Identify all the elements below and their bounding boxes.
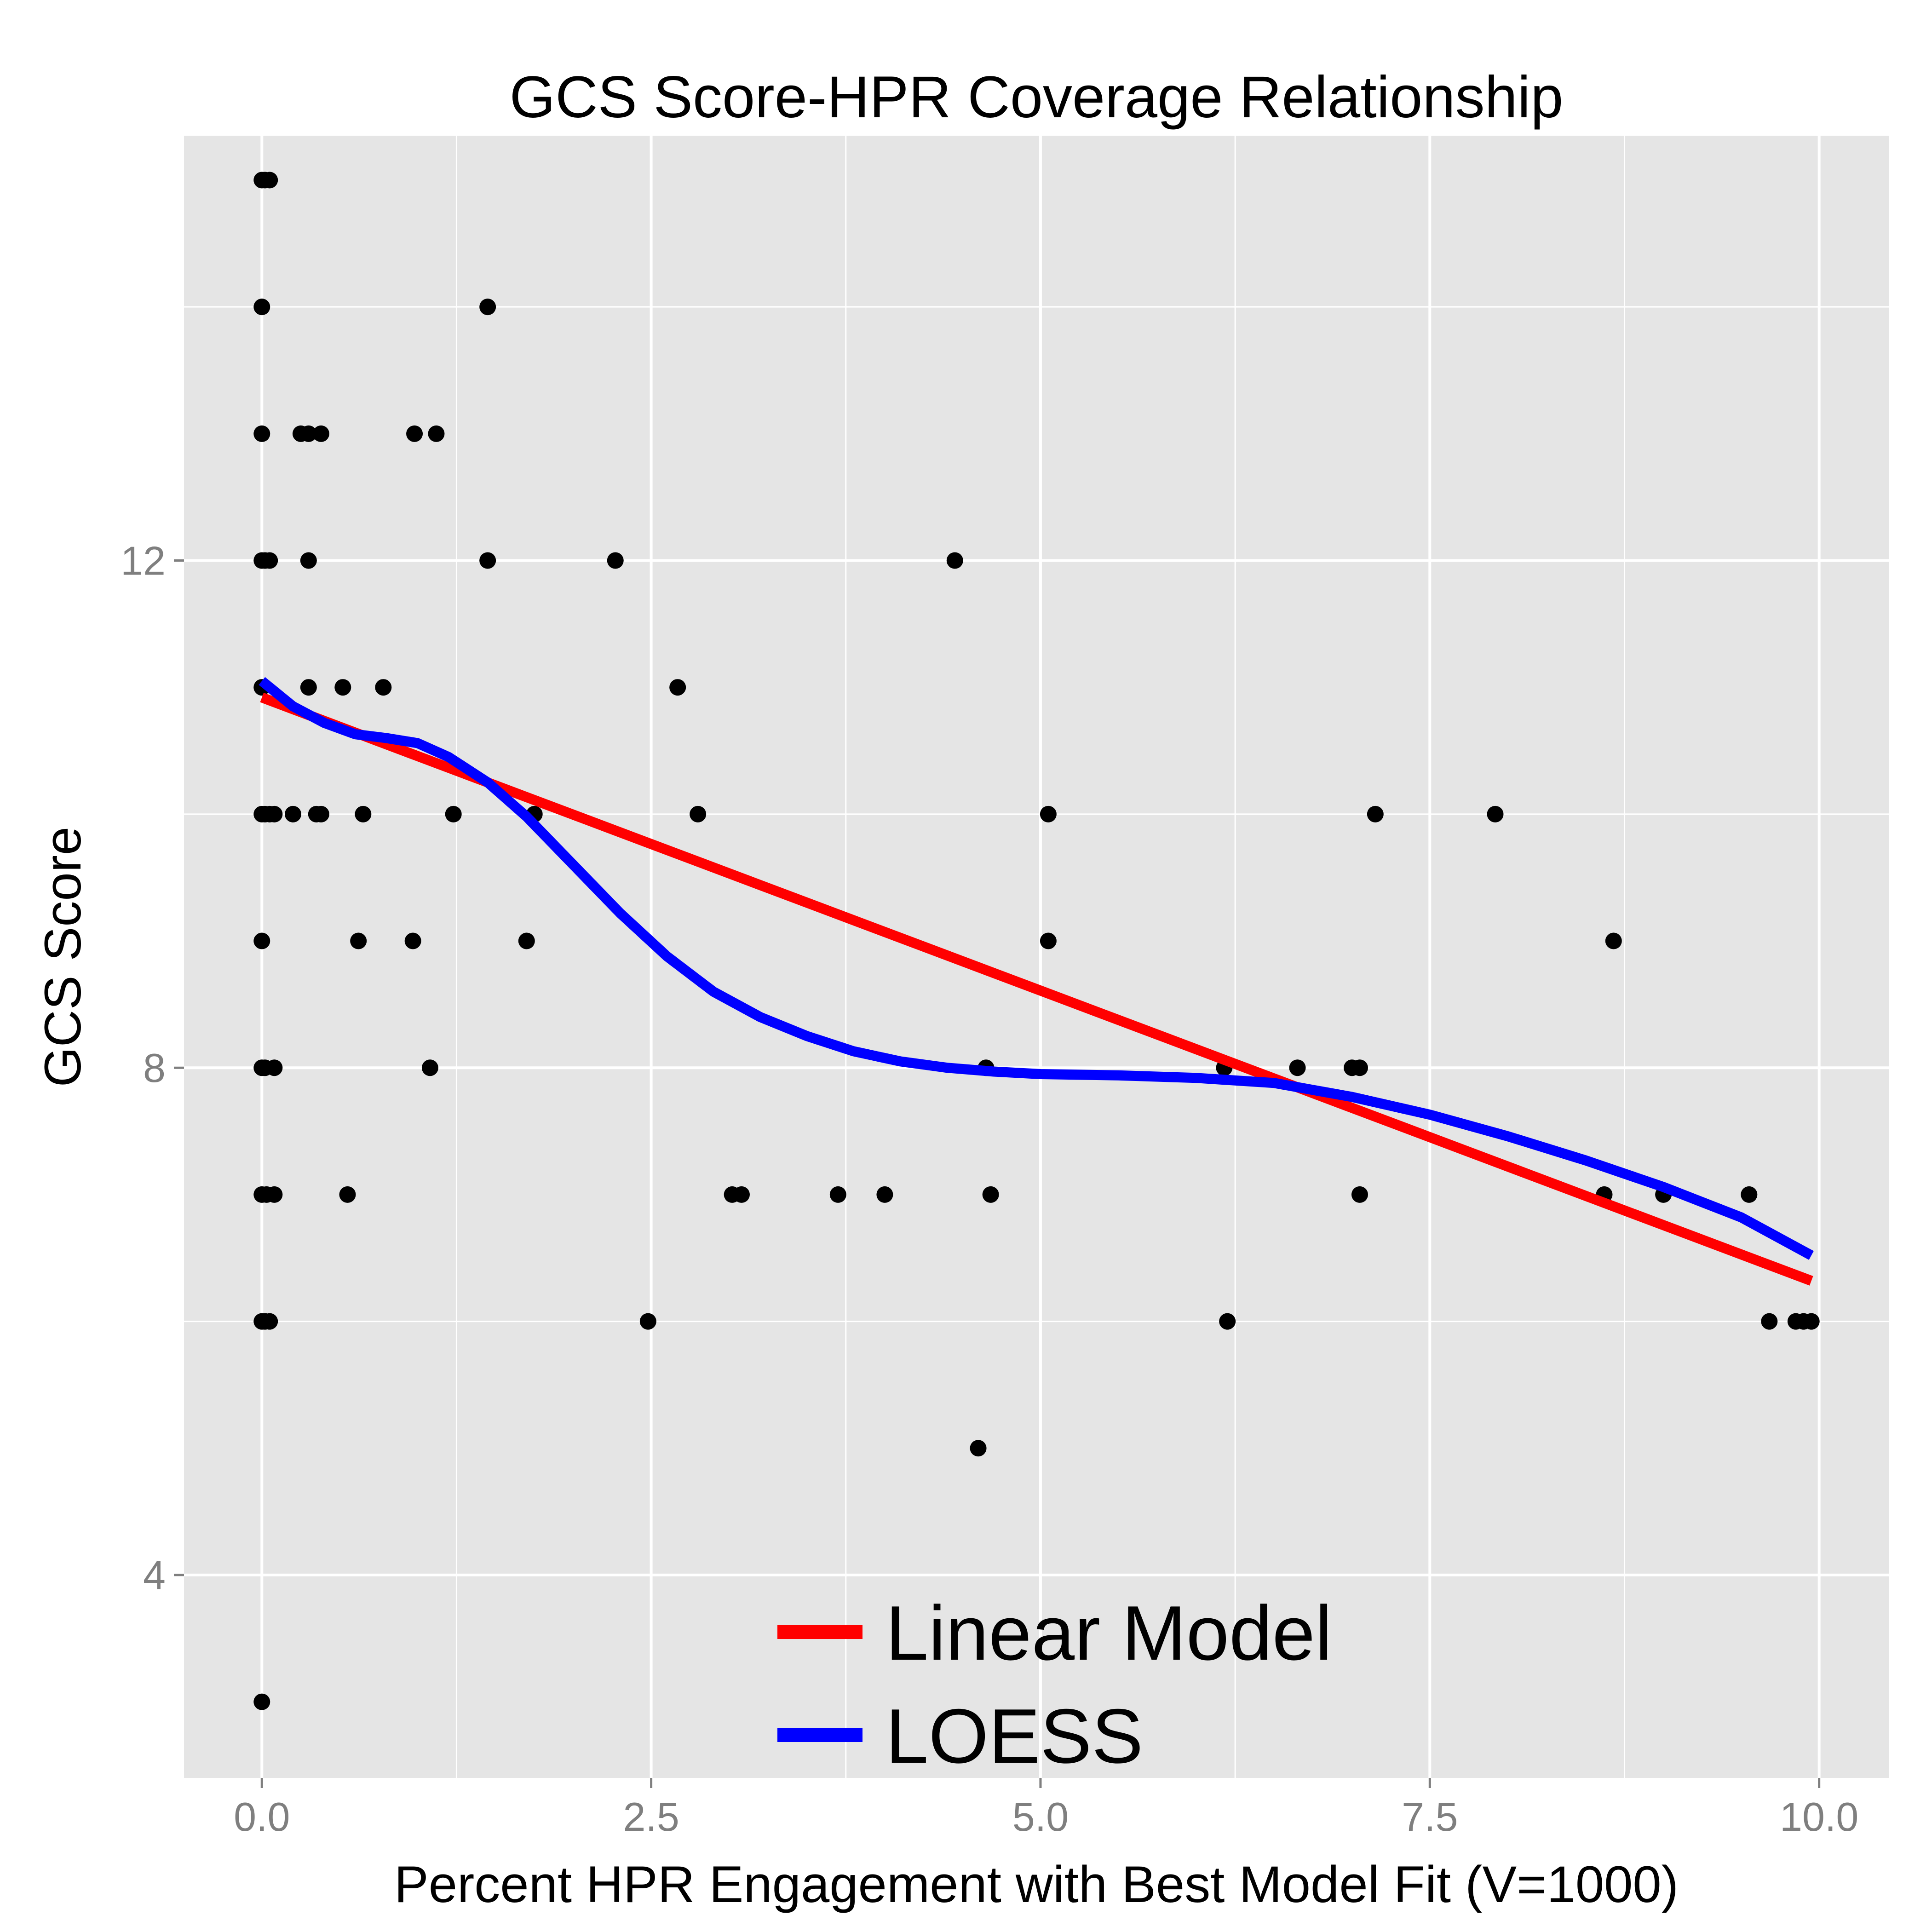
x-axis-title: Percent HPR Engagement with Best Model F… [394, 1856, 1679, 1913]
data-point [669, 679, 686, 696]
data-point [428, 425, 445, 442]
axes: 0.0 2.5 5.0 7.5 10.0 4 8 12 [121, 538, 1858, 1840]
data-point [266, 805, 283, 822]
data-point [1040, 805, 1057, 822]
data-point [253, 299, 270, 316]
data-point [266, 1059, 283, 1076]
data-point [253, 932, 270, 949]
data-point [1487, 805, 1504, 822]
chart-title: GCS Score-HPR Coverage Relationship [510, 64, 1564, 130]
data-point [445, 805, 462, 822]
data-point [479, 299, 496, 316]
data-point [355, 805, 372, 822]
data-point [261, 172, 278, 189]
data-point [982, 1186, 999, 1203]
data-point [1040, 932, 1057, 949]
legend-label-loess: LOESS [886, 1693, 1143, 1779]
x-tick-label: 0.0 [234, 1794, 290, 1840]
data-point [607, 552, 624, 569]
data-point [334, 679, 351, 696]
series-line-linear-model [260, 692, 1813, 1286]
series-line-loess [259, 677, 1814, 1260]
data-point [404, 932, 421, 949]
data-point [1741, 1186, 1758, 1203]
data-point [829, 1186, 846, 1203]
data-point [253, 1693, 270, 1710]
data-point [261, 552, 278, 569]
y-axis-title: GCS Score [34, 827, 92, 1087]
data-point [421, 1059, 438, 1076]
data-point [518, 932, 535, 949]
data-point [1367, 805, 1384, 822]
data-point [946, 552, 963, 569]
data-point [339, 1186, 356, 1203]
data-point [350, 932, 367, 949]
legend: Linear Model LOESS [777, 1590, 1332, 1779]
data-point [970, 1440, 987, 1457]
data-point [690, 805, 707, 822]
major-gridlines [184, 136, 1889, 1778]
x-tick-label: 7.5 [1402, 1794, 1458, 1840]
data-point [1351, 1186, 1368, 1203]
data-point [1351, 1059, 1368, 1076]
plot-panel [184, 136, 1889, 1778]
data-point [1761, 1313, 1778, 1330]
y-tick-label: 12 [121, 538, 166, 584]
x-tick-label: 10.0 [1780, 1794, 1858, 1840]
data-point [300, 679, 317, 696]
data-point [261, 1313, 278, 1330]
data-point [312, 805, 329, 822]
data-point [300, 552, 317, 569]
data-point [733, 1186, 750, 1203]
data-point [639, 1313, 656, 1330]
fit-lines [259, 677, 1814, 1286]
data-point [266, 1186, 283, 1203]
data-point [876, 1186, 893, 1203]
x-tick-label: 2.5 [623, 1794, 679, 1840]
data-point [375, 679, 392, 696]
y-tick-label: 4 [143, 1552, 166, 1598]
data-point [1289, 1059, 1306, 1076]
x-tick-label: 5.0 [1012, 1794, 1069, 1840]
data-point [1219, 1313, 1236, 1330]
data-point [300, 425, 317, 442]
data-point [284, 805, 301, 822]
data-point [253, 425, 270, 442]
y-tick-label: 8 [143, 1045, 166, 1091]
data-point [312, 425, 329, 442]
data-point [1605, 932, 1622, 949]
data-points [253, 172, 1820, 1710]
data-point [1803, 1313, 1820, 1330]
minor-gridlines [184, 136, 1889, 1778]
legend-label-linear-model: Linear Model [886, 1590, 1332, 1676]
data-point [406, 425, 423, 442]
data-point [479, 552, 496, 569]
